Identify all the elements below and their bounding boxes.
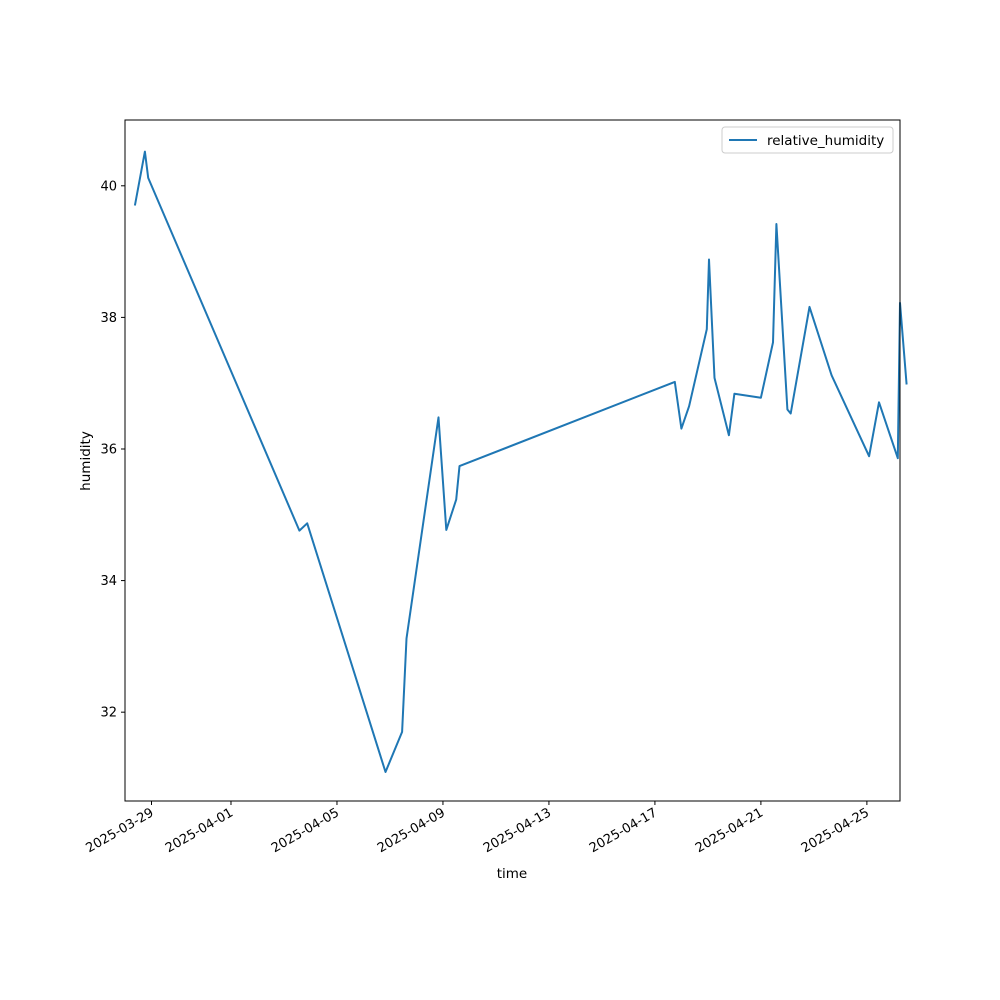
legend: relative_humidity	[721, 126, 894, 154]
y-tick-label: 38	[100, 311, 117, 326]
x-axis-label: time	[497, 866, 528, 882]
y-tick-label: 40	[100, 179, 117, 194]
series-line-relative-humidity	[133, 150, 908, 773]
y-tick-label: 32	[100, 706, 117, 721]
y-axis-label: humidity	[78, 431, 94, 491]
y-axis-ticks: 32 34 36 38 40	[100, 179, 125, 721]
plot-area-frame	[124, 119, 901, 802]
series-layer	[133, 150, 908, 773]
legend-label: relative_humidity	[767, 133, 884, 149]
y-tick-label: 36	[100, 442, 117, 457]
y-tick-label: 34	[100, 574, 117, 589]
legend-box	[721, 126, 894, 154]
